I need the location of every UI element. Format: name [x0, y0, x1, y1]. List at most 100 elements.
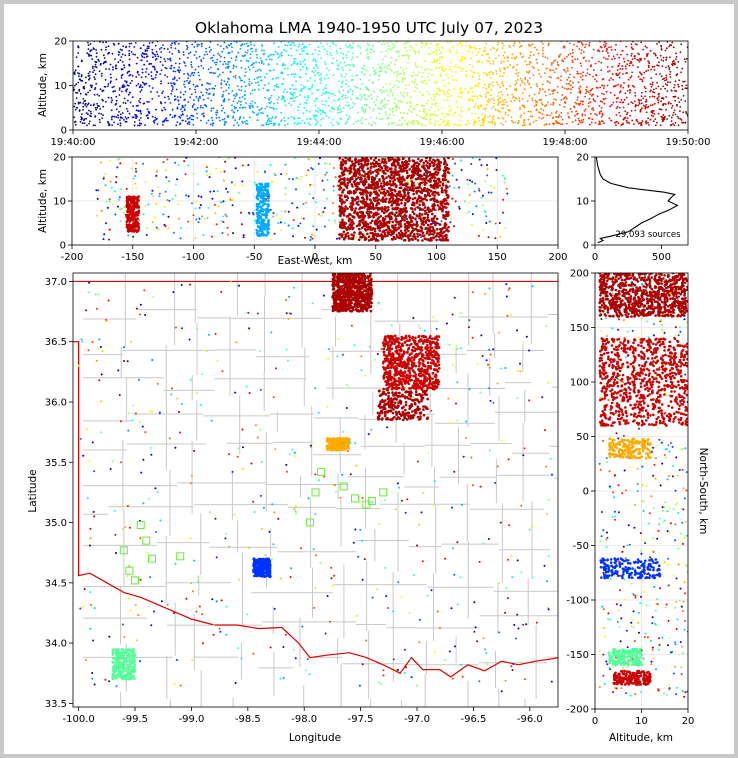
time-altitude-source	[477, 116, 480, 119]
time-altitude-source	[464, 88, 467, 90]
time-altitude-source	[467, 119, 469, 122]
time-altitude-source	[297, 106, 299, 108]
time-altitude-source	[277, 56, 280, 59]
east-west-cluster-source	[388, 220, 391, 223]
east-west-source	[222, 221, 225, 223]
time-altitude-source	[649, 90, 652, 93]
time-altitude-source	[95, 82, 98, 85]
time-altitude-source	[164, 66, 167, 69]
time-altitude-source	[126, 88, 128, 90]
time-altitude-source	[165, 67, 168, 70]
time-altitude-source	[330, 92, 332, 95]
time-altitude-source	[303, 122, 306, 124]
time-altitude-source	[369, 48, 372, 50]
time-altitude-source	[240, 59, 242, 62]
time-altitude-source	[308, 43, 311, 46]
time-altitude-source	[131, 80, 133, 82]
east-west-source	[502, 211, 504, 214]
time-altitude-source	[238, 118, 241, 121]
time-altitude-source	[402, 69, 404, 72]
time-altitude-source	[407, 61, 409, 64]
time-altitude-source	[467, 50, 470, 53]
time-altitude-source	[444, 68, 447, 71]
time-altitude-source	[534, 99, 537, 102]
time-altitude-source	[528, 70, 531, 72]
time-altitude-source	[590, 89, 593, 91]
time-altitude-source	[665, 108, 667, 111]
time-altitude-source	[421, 80, 424, 83]
time-altitude-source	[556, 121, 559, 124]
time-altitude-source	[389, 88, 392, 91]
time-altitude-source	[579, 76, 582, 79]
time-altitude-source	[214, 72, 216, 75]
east-west-source	[145, 234, 148, 236]
time-altitude-source	[305, 102, 308, 105]
east-west-source	[468, 202, 471, 204]
time-altitude-source	[256, 56, 258, 59]
east-west-cluster-source	[406, 189, 410, 192]
east-west-cluster-source	[429, 230, 432, 234]
east-west-cluster-source	[437, 235, 441, 239]
east-west-cluster-source	[446, 170, 450, 174]
time-altitude-source	[396, 79, 398, 82]
time-altitude-source	[479, 124, 482, 127]
time-altitude-source	[135, 105, 138, 107]
east-west-source	[295, 177, 298, 179]
time-altitude-source	[645, 46, 648, 49]
time-altitude-source	[405, 123, 408, 125]
time-altitude-source	[268, 69, 271, 72]
time-altitude-source	[674, 80, 677, 83]
time-altitude-source	[186, 46, 189, 49]
east-west-source	[285, 172, 288, 175]
east-west-source	[473, 190, 476, 193]
time-altitude-source	[95, 55, 98, 58]
time-altitude-source	[223, 80, 226, 83]
time-altitude-source	[178, 62, 181, 65]
time-altitude-source	[668, 101, 670, 104]
time-altitude-source	[141, 71, 144, 74]
time-altitude-source	[438, 62, 441, 65]
time-altitude-source	[580, 72, 582, 75]
time-altitude-source	[330, 121, 332, 124]
time-altitude-source	[113, 85, 115, 88]
time-altitude-source	[226, 66, 229, 68]
time-altitude-source	[114, 58, 116, 60]
time-altitude-source	[199, 78, 201, 81]
time-altitude-source	[492, 60, 495, 63]
time-altitude-source	[528, 45, 531, 47]
time-altitude-source	[603, 85, 606, 87]
time-altitude-source	[601, 101, 604, 103]
time-altitude-source	[260, 69, 262, 72]
east-west-source	[305, 174, 308, 177]
time-altitude-source	[382, 105, 384, 108]
east-west-source	[444, 181, 447, 184]
east-west-source	[226, 157, 229, 160]
time-altitude-source	[163, 106, 166, 109]
east-west-source	[215, 223, 218, 226]
time-altitude-source	[75, 91, 77, 94]
time-altitude-source	[539, 89, 541, 92]
time-altitude-source	[474, 105, 476, 107]
time-altitude-source	[150, 71, 153, 73]
east-west-source	[283, 222, 286, 225]
time-altitude-source	[353, 103, 356, 105]
time-altitude-source	[129, 101, 132, 104]
time-altitude-source	[257, 112, 260, 115]
time-altitude-source	[83, 100, 86, 103]
east-west-cluster-source	[346, 184, 349, 187]
time-altitude-source	[446, 120, 449, 123]
time-altitude-source	[401, 116, 404, 119]
time-altitude-source	[657, 113, 660, 115]
time-altitude-source	[329, 52, 332, 54]
time-altitude-source	[434, 103, 436, 105]
time-altitude-source	[144, 124, 147, 126]
time-altitude-source	[455, 79, 458, 82]
time-altitude-source	[112, 90, 115, 92]
time-altitude-source	[671, 114, 674, 116]
time-altitude-source	[315, 65, 318, 68]
time-altitude-source	[470, 69, 472, 72]
east-west-cluster-source	[130, 216, 134, 220]
time-altitude-source	[669, 73, 671, 76]
time-altitude-source	[365, 104, 368, 107]
time-altitude-source	[447, 113, 449, 116]
